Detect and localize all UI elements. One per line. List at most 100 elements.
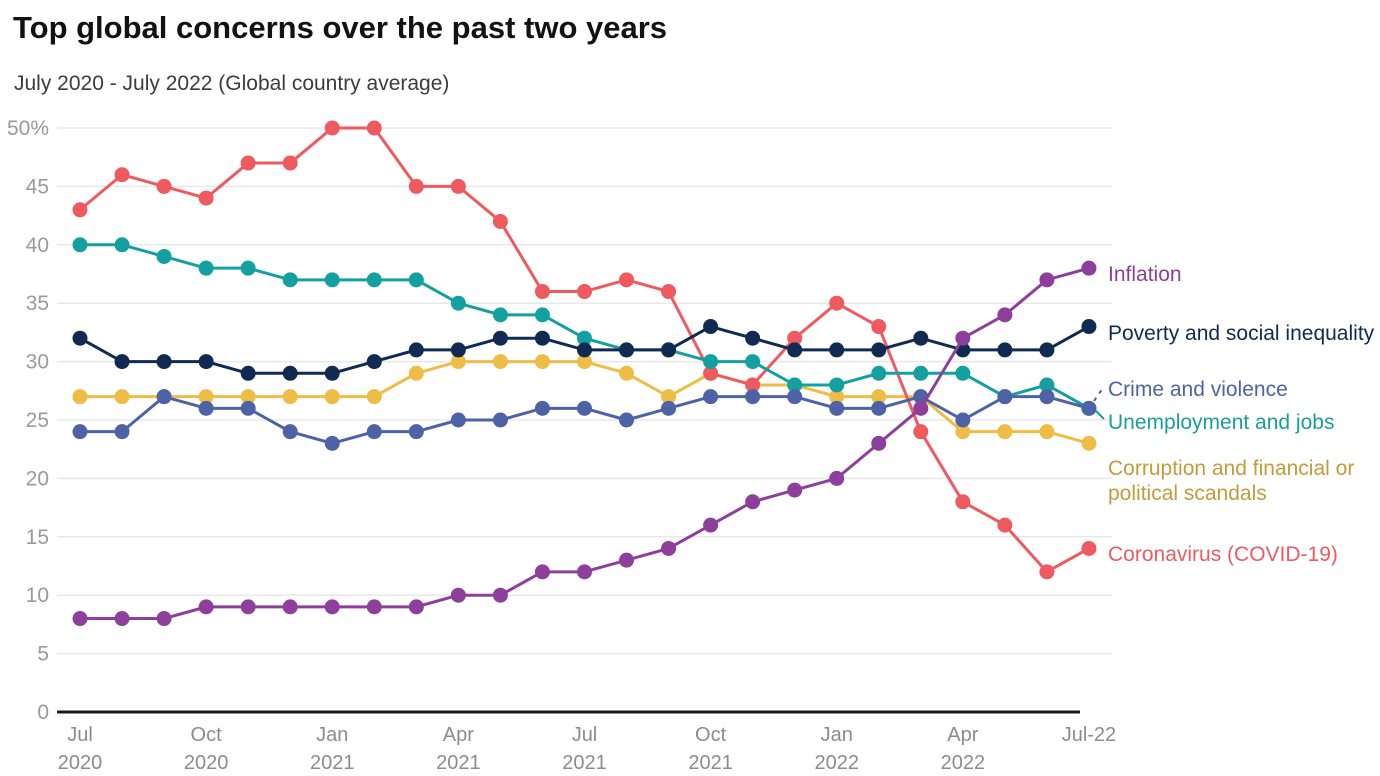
data-point-inflation-jul-2022 (1081, 260, 1097, 276)
data-point-corruption-and-financial-or-political-scandals-feb-2022 (871, 389, 887, 405)
data-point-unemployment-and-jobs-jun-2021 (534, 307, 550, 323)
data-point-crime-and-violence-dec-2021 (787, 389, 803, 405)
data-point-inflation-sep-2021 (661, 540, 677, 556)
data-point-poverty-and-social-inequality-feb-2021 (366, 354, 382, 370)
data-point-crime-and-violence-jun-2022 (1039, 389, 1055, 405)
x-tick-label-line: 2022 (941, 752, 986, 774)
data-point-coronavirus-covid-19-nov-2020 (240, 155, 256, 171)
data-point-crime-and-violence-feb-2021 (366, 424, 382, 440)
y-tick-label-45: 45 (26, 175, 49, 198)
series-label-coronavirus-covid-19: Coronavirus (COVID-19) (1108, 543, 1338, 566)
data-point-coronavirus-covid-19-jul-2022 (1081, 540, 1097, 556)
data-point-coronavirus-covid-19-mar-2022 (913, 424, 929, 440)
data-point-unemployment-and-jobs-feb-2022 (871, 365, 887, 381)
data-point-crime-and-violence-may-2021 (492, 412, 508, 428)
data-point-coronavirus-covid-19-nov-2021 (745, 377, 761, 393)
y-tick-label-0: 0 (37, 701, 49, 724)
data-point-corruption-and-financial-or-political-scandals-nov-2020 (240, 389, 256, 405)
data-point-crime-and-violence-oct-2021 (703, 389, 719, 405)
data-point-corruption-and-financial-or-political-scandals-aug-2020 (114, 389, 130, 405)
data-point-crime-and-violence-jun-2021 (534, 400, 550, 416)
x-tick-jan-2022: Jan 2022 (814, 724, 859, 774)
data-point-crime-and-violence-jul-2021 (576, 400, 592, 416)
data-point-crime-and-violence-nov-2021 (745, 389, 761, 405)
data-point-corruption-and-financial-or-political-scandals-apr-2021 (450, 354, 466, 370)
data-point-corruption-and-financial-or-political-scandals-jul-2020 (72, 389, 88, 405)
x-tick-label-line: Apr (947, 724, 978, 746)
data-point-poverty-and-social-inequality-jul-2022 (1081, 319, 1097, 335)
data-point-inflation-jul-2021 (576, 564, 592, 580)
data-point-corruption-and-financial-or-political-scandals-may-2022 (997, 424, 1013, 440)
data-point-poverty-and-social-inequality-sep-2020 (156, 354, 172, 370)
x-tick-label-line: 2021 (436, 752, 481, 774)
y-tick-label-35: 35 (26, 292, 49, 315)
data-point-crime-and-violence-aug-2021 (619, 412, 635, 428)
data-point-inflation-nov-2021 (745, 494, 761, 510)
series-label-inflation: Inflation (1108, 263, 1182, 286)
data-point-coronavirus-covid-19-jul-2020 (72, 202, 88, 218)
data-point-coronavirus-covid-19-may-2021 (492, 213, 508, 229)
x-tick-label-line: Jan (316, 724, 348, 746)
data-point-poverty-and-social-inequality-sep-2021 (661, 342, 677, 358)
data-point-corruption-and-financial-or-political-scandals-sep-2021 (661, 389, 677, 405)
data-point-poverty-and-social-inequality-nov-2021 (745, 330, 761, 346)
data-point-coronavirus-covid-19-dec-2020 (282, 155, 298, 171)
data-point-corruption-and-financial-or-political-scandals-mar-2021 (408, 365, 424, 381)
data-point-poverty-and-social-inequality-jan-2022 (829, 342, 845, 358)
x-tick-label-line: 2020 (58, 752, 103, 774)
x-tick-jul-2020: Jul 2020 (58, 724, 103, 774)
data-point-coronavirus-covid-19-apr-2021 (450, 178, 466, 194)
data-point-unemployment-and-jobs-aug-2020 (114, 237, 130, 253)
series-poverty-and-social-inequality: Poverty and social inequality (72, 319, 1375, 381)
data-point-poverty-and-social-inequality-jul-2020 (72, 330, 88, 346)
data-point-corruption-and-financial-or-political-scandals-feb-2021 (366, 389, 382, 405)
y-tick-label-20: 20 (26, 467, 49, 490)
data-point-crime-and-violence-sep-2021 (661, 400, 677, 416)
x-tick-label-line: 2022 (814, 752, 859, 774)
data-point-inflation-jul-2020 (72, 611, 88, 627)
data-point-crime-and-violence-oct-2020 (198, 400, 214, 416)
series-label-corruption-and-financial-or-political-scandals: Corruption and financial or (1108, 457, 1354, 480)
data-point-crime-and-violence-jul-2022 (1081, 400, 1097, 416)
series-label-crime-and-violence: Crime and violence (1108, 378, 1288, 401)
series-crime-and-violence: Crime and violence (72, 378, 1288, 451)
data-point-coronavirus-covid-19-sep-2021 (661, 284, 677, 300)
data-point-coronavirus-covid-19-feb-2021 (366, 120, 382, 136)
x-tick-apr-2022: Apr 2022 (941, 724, 986, 774)
data-point-poverty-and-social-inequality-may-2022 (997, 342, 1013, 358)
data-point-unemployment-and-jobs-nov-2021 (745, 354, 761, 370)
data-point-poverty-and-social-inequality-apr-2021 (450, 342, 466, 358)
data-point-corruption-and-financial-or-political-scandals-jun-2021 (534, 354, 550, 370)
data-point-poverty-and-social-inequality-oct-2021 (703, 319, 719, 335)
data-point-coronavirus-covid-19-may-2022 (997, 517, 1013, 533)
data-point-inflation-jan-2021 (324, 599, 340, 615)
data-point-unemployment-and-jobs-mar-2022 (913, 365, 929, 381)
x-tick-label-line: 2021 (310, 752, 355, 774)
data-point-unemployment-and-jobs-sep-2020 (156, 248, 172, 264)
data-point-crime-and-violence-jan-2022 (829, 400, 845, 416)
data-point-inflation-mar-2021 (408, 599, 424, 615)
data-point-crime-and-violence-may-2022 (997, 389, 1013, 405)
x-tick-jul-2021: Jul 2021 (562, 724, 607, 774)
page-subtitle: July 2020 - July 2022 (Global country av… (14, 72, 450, 95)
data-point-coronavirus-covid-19-sep-2020 (156, 178, 172, 194)
data-point-inflation-oct-2021 (703, 517, 719, 533)
data-point-inflation-jan-2022 (829, 470, 845, 486)
series-label-poverty-and-social-inequality: Poverty and social inequality (1108, 322, 1375, 345)
data-point-crime-and-violence-nov-2020 (240, 400, 256, 416)
data-point-unemployment-and-jobs-dec-2020 (282, 272, 298, 288)
data-point-inflation-apr-2022 (955, 330, 971, 346)
series-unemployment-and-jobs: Unemployment and jobs (72, 237, 1334, 434)
data-point-inflation-dec-2020 (282, 599, 298, 615)
x-tick-label-line: 2021 (562, 752, 607, 774)
data-point-inflation-apr-2021 (450, 587, 466, 603)
y-tick-label-25: 25 (26, 409, 49, 432)
data-point-poverty-and-social-inequality-feb-2022 (871, 342, 887, 358)
y-tick-label-50: 50% (7, 117, 49, 140)
data-point-poverty-and-social-inequality-mar-2021 (408, 342, 424, 358)
data-point-crime-and-violence-dec-2020 (282, 424, 298, 440)
x-tick-label-line: 2020 (184, 752, 229, 774)
data-point-coronavirus-covid-19-jan-2021 (324, 120, 340, 136)
series-line-unemployment-and-jobs (78, 243, 1091, 410)
